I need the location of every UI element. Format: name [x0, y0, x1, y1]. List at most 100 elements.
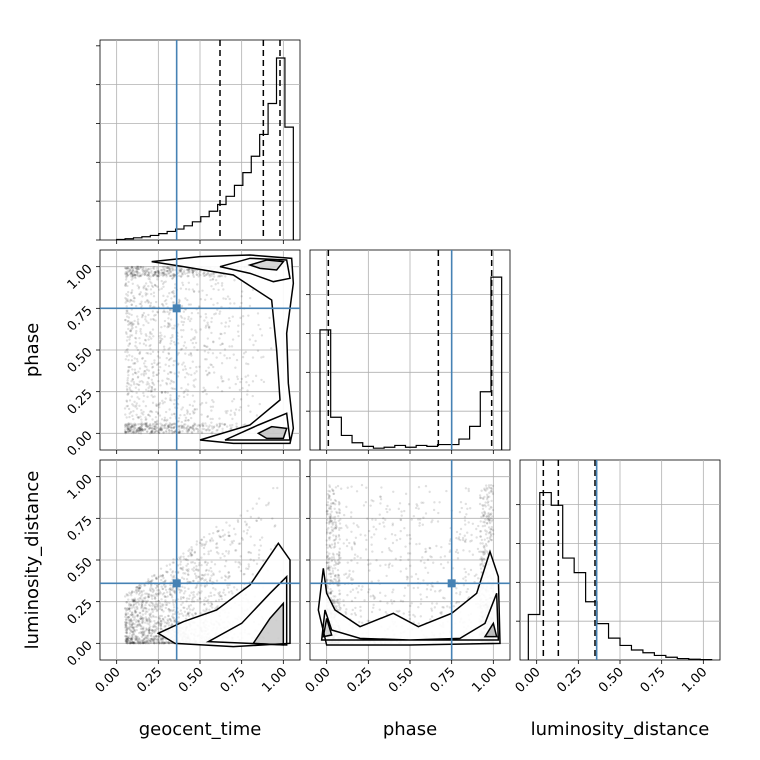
scatter-point: [329, 591, 333, 595]
scatter-point: [154, 593, 157, 596]
scatter-point: [128, 607, 131, 611]
scatter-point: [169, 324, 172, 327]
scatter-point: [483, 495, 486, 499]
scatter-point: [136, 265, 140, 268]
scatter-point: [132, 628, 136, 631]
scatter-point: [200, 401, 204, 405]
scatter-point: [187, 274, 190, 278]
scatter-point: [134, 634, 137, 638]
scatter-point: [230, 426, 233, 429]
scatter-point: [158, 406, 161, 409]
scatter-point: [164, 273, 168, 277]
scatter-point: [135, 429, 139, 433]
scatter-point: [162, 294, 165, 298]
scatter-point: [136, 623, 140, 627]
scatter-point: [484, 505, 487, 508]
scatter-point: [141, 600, 144, 603]
scatter-point: [147, 638, 151, 642]
scatter-point: [333, 545, 337, 548]
scatter-point: [133, 641, 136, 644]
scatter-point: [169, 593, 172, 597]
scatter-point: [183, 341, 187, 344]
scatter-point: [134, 635, 138, 638]
scatter-point: [390, 549, 393, 553]
scatter-point: [139, 428, 142, 431]
scatter-point: [153, 272, 156, 276]
scatter-point: [129, 641, 133, 644]
scatter-point: [206, 415, 209, 419]
scatter-point: [159, 567, 163, 570]
scatter-point: [216, 546, 219, 549]
scatter-point: [207, 325, 210, 329]
scatter-point: [172, 273, 175, 277]
scatter-point: [327, 561, 331, 564]
scatter-point: [131, 630, 135, 634]
scatter-point: [140, 607, 143, 610]
scatter-point: [131, 613, 135, 616]
scatter-point: [233, 279, 236, 282]
scatter-point: [163, 424, 167, 427]
scatter-point: [337, 511, 341, 514]
scatter-point: [157, 275, 160, 278]
scatter-point: [483, 488, 486, 492]
scatter-point: [163, 641, 167, 645]
scatter-point: [144, 271, 147, 275]
scatter-point: [148, 628, 151, 632]
scatter-point: [140, 379, 143, 383]
scatter-point: [337, 519, 341, 522]
scatter-point: [149, 585, 153, 588]
scatter-point: [210, 606, 214, 609]
scatter-point: [127, 422, 130, 426]
scatter-point: [131, 273, 135, 277]
scatter-point: [197, 580, 200, 584]
scatter-point: [479, 535, 482, 538]
scatter-point: [131, 425, 135, 429]
scatter-point: [141, 602, 144, 605]
scatter-point: [187, 428, 191, 431]
scatter-point: [130, 619, 134, 622]
scatter-point: [171, 291, 174, 294]
scatter-point: [160, 575, 163, 578]
scatter-point: [182, 391, 185, 395]
scatter-point: [156, 412, 160, 416]
scatter-point: [155, 635, 158, 638]
scatter-point: [169, 618, 172, 622]
scatter-point: [235, 422, 238, 425]
scatter-point: [148, 629, 151, 632]
scatter-point: [157, 624, 161, 627]
scatter-point: [169, 371, 173, 374]
scatter-point: [153, 314, 156, 317]
scatter-point: [206, 573, 210, 576]
scatter-point: [489, 533, 493, 537]
scatter-point: [204, 542, 207, 546]
scatter-point: [198, 596, 201, 600]
scatter-point: [151, 382, 155, 385]
scatter-point: [140, 304, 143, 308]
scatter-point: [144, 424, 147, 428]
scatter-point: [141, 630, 145, 633]
scatter-point: [183, 413, 186, 417]
scatter-point: [148, 432, 152, 435]
scatter-point: [126, 274, 129, 277]
scatter-point: [378, 513, 381, 516]
scatter-point: [182, 329, 185, 332]
scatter-point: [356, 591, 360, 594]
scatter-point: [129, 299, 133, 302]
scatter-point: [180, 386, 183, 390]
scatter-point: [177, 425, 181, 429]
scatter-point: [126, 430, 130, 433]
scatter-point: [148, 271, 151, 274]
scatter-point: [142, 287, 145, 290]
scatter-point: [249, 558, 252, 561]
scatter-point: [238, 388, 242, 392]
scatter-point: [217, 529, 221, 533]
scatter-point: [204, 596, 207, 600]
scatter-point: [448, 550, 451, 554]
x-tick-label-1-3: 0.75: [428, 665, 459, 696]
scatter-point: [238, 561, 242, 564]
scatter-point: [204, 560, 207, 564]
scatter-point: [133, 606, 136, 609]
scatter-point: [212, 573, 215, 576]
scatter-point: [221, 422, 224, 426]
scatter-point: [251, 573, 254, 576]
